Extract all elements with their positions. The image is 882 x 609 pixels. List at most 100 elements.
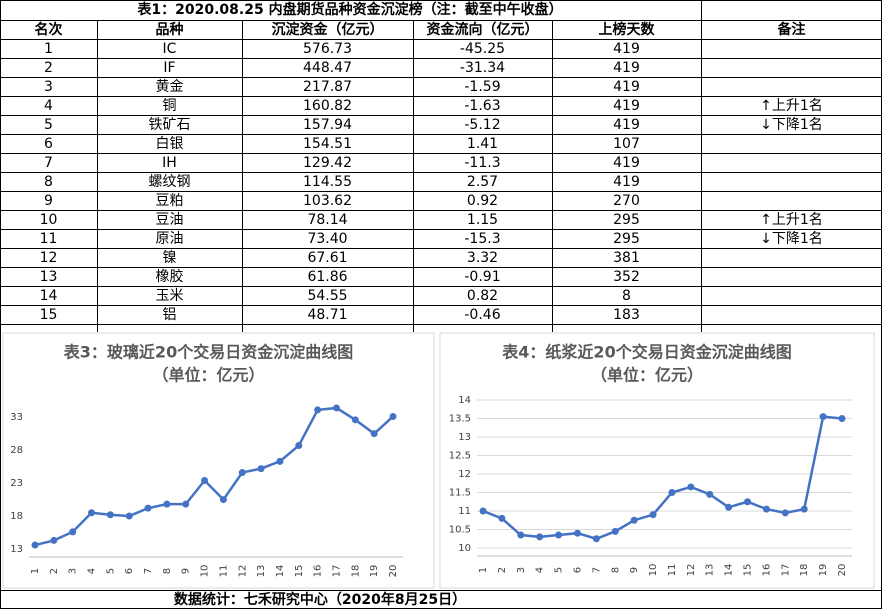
data-point <box>31 541 39 549</box>
table-cell: 11 <box>40 231 58 247</box>
table-cell: 419 <box>613 174 640 190</box>
table-cell: 103.62 <box>303 193 352 209</box>
data-point <box>69 528 77 536</box>
table-cell: 玉米 <box>156 288 184 304</box>
table-cell: 黄金 <box>156 78 184 95</box>
table-cell: -1.59 <box>464 79 500 95</box>
x-tick-label: 6 <box>572 567 583 573</box>
table-cell: 217.87 <box>303 79 352 95</box>
data-point <box>314 406 322 414</box>
table-cell: -15.3 <box>464 231 500 247</box>
data-point <box>819 413 827 421</box>
data-point <box>762 505 770 513</box>
table-cell: 576.73 <box>303 41 352 57</box>
data-point <box>573 529 581 537</box>
x-tick-label: 12 <box>237 565 248 578</box>
data-point <box>238 469 246 477</box>
data-point <box>687 483 695 491</box>
table-cell: 8 <box>44 174 53 190</box>
table-cell: ↑上升1名 <box>760 212 823 228</box>
table-cell: 3.32 <box>467 250 498 266</box>
y-tick-label: 10.5 <box>449 525 471 536</box>
y-tick-label: 23 <box>10 478 23 489</box>
data-point <box>479 507 487 515</box>
table-cell: 豆油 <box>156 212 184 228</box>
data-point <box>276 457 284 465</box>
header-cell: 上榜天数 <box>599 21 656 38</box>
table-cell: 61.86 <box>307 269 347 285</box>
table-cell: 73.40 <box>307 231 347 247</box>
footer: 数据统计：七禾研究中心（2020年8月25日） <box>174 591 466 608</box>
x-tick-label: 13 <box>256 565 267 578</box>
x-tick-label: 3 <box>68 568 79 574</box>
table-cell: ↓下降1名 <box>760 231 823 247</box>
table-cell: 3 <box>44 79 53 95</box>
data-point <box>257 465 265 473</box>
data-point <box>630 516 638 524</box>
table-cell: 6 <box>44 136 53 152</box>
table-cell: 107 <box>613 136 640 152</box>
y-tick-label: 12 <box>458 469 471 480</box>
table-cell: 448.47 <box>303 60 352 76</box>
chart-title: 表4：纸浆近20个交易日资金沉淀曲线图 <box>501 343 791 362</box>
table-cell: 129.42 <box>303 155 352 171</box>
chart-frame <box>439 332 875 589</box>
data-point <box>725 503 733 511</box>
table-cell: 419 <box>613 41 640 57</box>
table-cell: -0.91 <box>464 269 500 285</box>
data-point <box>838 415 846 422</box>
data-point <box>219 496 227 504</box>
x-tick-label: 9 <box>181 568 192 574</box>
data-point <box>50 536 58 544</box>
y-tick-label: 13 <box>10 544 23 555</box>
table-cell: 铝 <box>163 307 177 323</box>
table-cell: 原油 <box>156 231 184 247</box>
table-cell: 铜 <box>163 98 177 114</box>
x-tick-label: 11 <box>218 565 229 578</box>
x-tick-label: 11 <box>667 564 678 577</box>
table-cell: 48.71 <box>307 307 347 323</box>
x-tick-label: 16 <box>313 565 324 578</box>
y-tick-label: 12.5 <box>449 451 471 462</box>
y-tick-label: 11 <box>458 506 471 517</box>
data-point <box>498 514 506 522</box>
data-point <box>649 511 657 519</box>
table-cell: 0.82 <box>467 288 498 304</box>
data-point <box>144 504 152 512</box>
x-tick-label: 4 <box>535 567 546 573</box>
table-cell: -0.46 <box>464 307 500 323</box>
y-tick-label: 10 <box>458 543 471 554</box>
table-cell: 15 <box>40 307 58 323</box>
table-cell: 13 <box>40 269 58 285</box>
data-point <box>106 511 114 519</box>
x-tick-label: 8 <box>610 567 621 573</box>
table-cell: -45.25 <box>460 41 505 57</box>
x-tick-label: 16 <box>761 564 772 577</box>
y-tick-label: 14 <box>458 395 471 406</box>
table-cell: 160.82 <box>303 98 352 114</box>
table-cell: 381 <box>613 250 640 266</box>
table-cell: 78.14 <box>307 212 347 228</box>
x-tick-label: 1 <box>30 568 41 574</box>
table-cell: 352 <box>613 269 640 285</box>
x-tick-label: 15 <box>743 564 754 577</box>
data-point <box>744 498 752 506</box>
table-cell: IH <box>162 155 177 171</box>
data-point <box>555 531 563 539</box>
x-tick-label: 8 <box>162 568 173 574</box>
table-cell: -31.34 <box>460 60 505 76</box>
header-cell: 资金流向（亿元） <box>427 21 539 38</box>
table-cell: 7 <box>44 155 53 171</box>
table-cell: 183 <box>613 307 640 323</box>
table-cell: 白银 <box>156 136 184 152</box>
table-cell: 1 <box>44 41 53 57</box>
x-tick-label: 18 <box>350 565 361 578</box>
x-tick-label: 14 <box>275 565 286 578</box>
y-tick-label: 11.5 <box>449 488 471 499</box>
data-point <box>295 442 303 450</box>
table-cell: -11.3 <box>464 155 500 171</box>
table-cell: 螺纹钢 <box>149 174 191 190</box>
data-point <box>125 512 133 520</box>
table-cell: 419 <box>613 98 640 114</box>
